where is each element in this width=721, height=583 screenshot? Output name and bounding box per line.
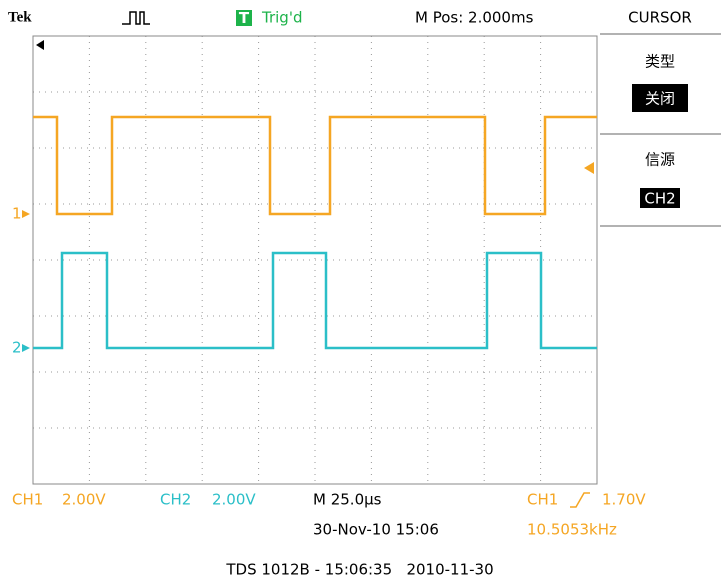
- trigger-level: 1.70V: [602, 491, 646, 509]
- menu-value[interactable]: CH2: [644, 190, 675, 208]
- brand: Tek: [8, 9, 32, 25]
- menu-value[interactable]: 关闭: [645, 90, 675, 108]
- timebase: M 25.0µs: [313, 491, 382, 509]
- position: M Pos: 2.000ms: [415, 9, 534, 27]
- menu-label: 信源: [645, 151, 675, 169]
- trig-box-letter: T: [239, 9, 250, 27]
- caption: TDS 1012B - 15:06:35 2010-11-30: [225, 561, 493, 579]
- ch2-scale: 2.00V: [212, 491, 256, 509]
- ch1-name: CH1: [12, 491, 43, 509]
- frequency: 10.5053kHz: [527, 521, 617, 539]
- ch2-marker: 2: [12, 339, 22, 357]
- trigger-source: CH1: [527, 491, 558, 509]
- ch2-name: CH2: [160, 491, 191, 509]
- datetime: 30-Nov-10 15:06: [313, 521, 439, 539]
- trigger-status: Trig'd: [261, 9, 302, 27]
- menu-label: 类型: [645, 53, 675, 71]
- ch1-scale: 2.00V: [62, 491, 106, 509]
- menu-title: CURSOR: [628, 9, 692, 27]
- ch1-marker: 1: [12, 205, 22, 223]
- scope-screen: Tek T Trig'd M Pos: 2.000ms CURSOR 类型 关闭…: [0, 0, 721, 583]
